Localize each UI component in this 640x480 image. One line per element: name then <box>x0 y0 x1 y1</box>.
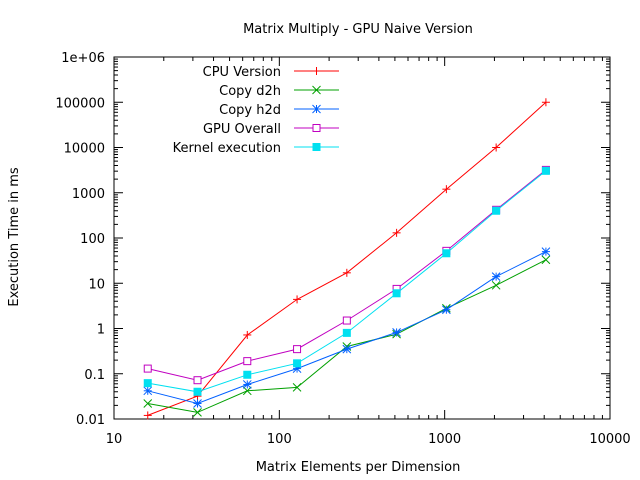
series-line <box>147 170 547 393</box>
data-point <box>342 344 352 354</box>
x-tick-label: 10 <box>106 432 123 447</box>
data-point <box>312 124 321 132</box>
legend-label: Copy h2d <box>219 103 281 118</box>
data-point <box>491 280 501 290</box>
legend-label: CPU Version <box>203 65 281 80</box>
data-point <box>143 364 152 373</box>
data-point <box>143 399 153 408</box>
y-tick-label: 1000 <box>72 187 105 202</box>
legend: CPU Version Copy d2h Copy h2d GPU Overall Ke… <box>173 65 339 156</box>
y-tick-label: 0.01 <box>76 413 105 428</box>
data-point <box>293 359 302 368</box>
data-point <box>193 387 202 396</box>
data-point <box>143 411 152 420</box>
y-tick-label: 1e+06 <box>61 51 105 66</box>
y-tick-label: 10000 <box>64 142 105 157</box>
x-tick-label: 100 <box>267 432 292 447</box>
data-point <box>442 305 451 315</box>
series-cpu-version <box>143 98 550 420</box>
data-point <box>442 249 451 258</box>
data-point <box>242 386 252 396</box>
data-point <box>312 85 321 95</box>
data-point <box>342 268 351 277</box>
y-tick-label: 0.1 <box>84 368 105 383</box>
data-point <box>492 206 501 215</box>
data-point <box>242 380 252 389</box>
legend-item: CPU Version <box>203 65 339 80</box>
data-point <box>143 386 153 396</box>
data-point <box>143 379 152 388</box>
y-tick-label: 100000 <box>55 96 105 111</box>
data-point <box>541 255 551 265</box>
legend-label: Kernel execution <box>173 141 281 156</box>
data-point <box>392 289 401 298</box>
x-tick-label: 10000 <box>589 432 630 447</box>
data-point <box>312 143 321 151</box>
data-point <box>541 247 551 256</box>
y-tick-label: 10 <box>88 277 105 292</box>
legend-item: Copy h2d <box>219 103 339 118</box>
series-kernel-execution <box>143 166 550 396</box>
data-point <box>293 295 302 304</box>
data-point <box>541 98 550 107</box>
data-point <box>293 345 302 354</box>
legend-label: Copy d2h <box>219 84 281 99</box>
data-point <box>193 408 202 417</box>
legend-item: Kernel execution <box>173 141 339 156</box>
data-point <box>243 357 252 366</box>
data-point <box>541 166 550 175</box>
data-point <box>193 399 202 408</box>
data-point <box>392 228 401 237</box>
legend-item: Copy d2h <box>219 84 339 99</box>
y-tick-label: 100 <box>80 232 105 247</box>
y-axis-label: Execution Time in ms <box>7 167 22 307</box>
data-point <box>342 316 351 325</box>
data-point <box>312 104 321 114</box>
legend-item: GPU Overall <box>203 122 339 137</box>
data-point <box>342 328 351 337</box>
x-tick-label: 1000 <box>428 432 461 447</box>
y-tick-label: 1 <box>97 323 105 338</box>
data-point <box>491 272 501 281</box>
data-point <box>193 376 202 385</box>
x-axis-label: Matrix Elements per Dimension <box>256 460 461 475</box>
data-point <box>492 143 501 152</box>
data-point <box>442 185 451 194</box>
data-point <box>292 383 302 392</box>
data-point <box>243 370 252 379</box>
series-layer <box>143 98 551 420</box>
axis-ticks: 0.01 0.1 1 10 100 1000 10000 100000 1e+06 10 100 10… <box>55 51 630 447</box>
data-point <box>243 330 252 339</box>
chart-title: Matrix Multiply - GPU Naive Version <box>243 22 473 37</box>
legend-label: GPU Overall <box>203 122 281 137</box>
series-copy-h2d <box>143 247 551 408</box>
data-point <box>392 328 401 337</box>
data-point <box>312 67 321 75</box>
